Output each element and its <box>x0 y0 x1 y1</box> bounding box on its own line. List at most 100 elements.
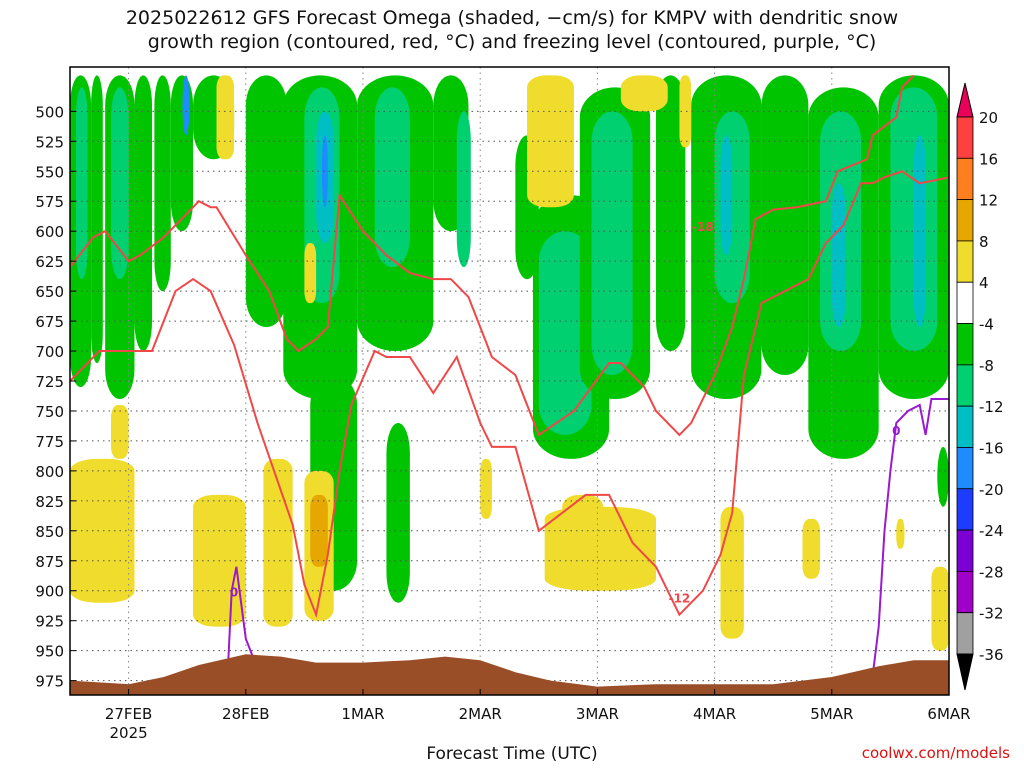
colorbar-segment <box>956 612 974 655</box>
omega-ascent-region <box>591 111 633 376</box>
colorbar-label: -24 <box>979 522 1004 540</box>
title-line-2: growth region (contoured, red, °C) and f… <box>147 31 877 53</box>
colorbar-segment <box>956 488 974 531</box>
y-tick-label: 975 <box>35 673 64 691</box>
colorbar-segment <box>956 240 974 283</box>
omega-ascent-region <box>134 75 153 352</box>
dendritic-contour-line <box>70 170 949 619</box>
freezing-level-label: 0 <box>892 424 900 438</box>
y-tick-label: 625 <box>35 253 64 271</box>
x-axis-title: Forecast Time (UTC) <box>426 744 598 764</box>
omega-descent-region <box>304 243 317 304</box>
y-tick-label: 775 <box>35 433 64 451</box>
colorbar-label: 8 <box>979 233 989 251</box>
omega-ascent-region <box>75 87 88 280</box>
y-tick-label: 925 <box>35 613 64 631</box>
y-tick-label: 875 <box>35 553 64 571</box>
y-tick-label: 850 <box>35 523 64 541</box>
y-tick-label: 675 <box>35 313 64 331</box>
omega-descent-region <box>896 518 905 549</box>
omega-descent-region <box>679 75 692 148</box>
y-tick-label: 525 <box>35 133 64 151</box>
credit-link[interactable]: coolwx.com/models <box>861 744 1010 762</box>
omega-ascent-region <box>761 75 809 376</box>
freezing-level-label: 0 <box>230 586 238 600</box>
colorbar-segment <box>956 157 974 201</box>
omega-ascent-region <box>831 183 846 328</box>
omega-ascent-region <box>538 231 592 435</box>
colorbar-label: -8 <box>979 357 994 375</box>
freezing-level-contour <box>871 398 949 675</box>
dendritic-contour-line <box>70 74 915 437</box>
x-tick-label: 5MAR <box>810 705 853 723</box>
y-tick-label: 575 <box>35 193 64 211</box>
colorbar-label: -32 <box>979 605 1004 623</box>
omega-ascent-region <box>245 75 287 328</box>
y-tick-label: 500 <box>35 103 64 121</box>
x-tick-label: 4MAR <box>693 705 736 723</box>
omega-ascent-region <box>456 111 471 268</box>
colorbar-label: -20 <box>979 481 1004 499</box>
omega-ascent-region <box>656 75 686 352</box>
x-tick-label: 2MAR <box>459 705 502 723</box>
colorbar-segment <box>956 405 974 448</box>
x-tick-label: 28FEB <box>222 705 269 723</box>
freezing-level-contour <box>227 566 259 669</box>
y-tick-label: 725 <box>35 373 64 391</box>
omega-ascent-region <box>321 135 328 208</box>
colorbar-segment <box>956 570 974 614</box>
colorbar-segment <box>956 116 974 159</box>
y-tick-label: 750 <box>35 403 64 421</box>
y-tick-label: 900 <box>35 583 64 601</box>
colorbar-label: 16 <box>979 150 998 168</box>
x-tick-label: 27FEB <box>105 705 152 723</box>
title-line-1: 2025022612 GFS Forecast Omega (shaded, −… <box>125 7 899 29</box>
colorbar-label: -4 <box>979 316 994 334</box>
colorbar-label: -12 <box>979 398 1004 416</box>
omega-ascent-region <box>720 135 733 256</box>
omega-descent-region <box>620 75 668 112</box>
y-tick-label: 650 <box>35 283 64 301</box>
colorbar-segment <box>956 529 974 572</box>
colorbar-bottom-arrow <box>956 653 974 691</box>
colorbar-label: 12 <box>979 192 998 210</box>
omega-ascent-region <box>154 75 171 292</box>
plot-area: -18 -12 0 0 <box>70 67 949 695</box>
omega-descent-region <box>111 404 129 459</box>
omega-descent-region <box>216 75 235 160</box>
omega-ascent-region <box>170 75 194 232</box>
colorbar-segment <box>956 323 974 366</box>
colorbar-label: 4 <box>979 274 989 292</box>
dendritic-contour-label: -18 <box>692 220 714 234</box>
y-tick-label: 950 <box>35 643 64 661</box>
omega-ascent-region <box>182 75 190 136</box>
x-tick-label: 1MAR <box>341 705 384 723</box>
colorbar-label: 20 <box>979 109 998 127</box>
omega-descent-region <box>70 458 135 603</box>
y-tick-label: 600 <box>35 223 64 241</box>
omega-ascent-region <box>91 75 103 364</box>
x-tick-label: 3MAR <box>576 705 619 723</box>
omega-descent-region <box>310 494 328 567</box>
colorbar-segment <box>956 447 974 490</box>
colorbar-segment <box>956 364 974 407</box>
omega-descent-region <box>931 566 949 651</box>
omega-descent-region <box>480 458 492 519</box>
colorbar-label: -28 <box>979 563 1004 581</box>
terrain-surface <box>70 654 949 695</box>
omega-descent-region <box>720 506 744 639</box>
omega-ascent-region <box>386 422 410 603</box>
y-tick-label: 825 <box>35 493 64 511</box>
omega-descent-region <box>527 75 574 208</box>
y-tick-label: 800 <box>35 463 64 481</box>
y-tick-label: 550 <box>35 163 64 181</box>
omega-ascent-region <box>937 446 949 507</box>
colorbar-segment <box>956 281 974 324</box>
colorbar-label: -36 <box>979 646 1004 664</box>
x-tick-year-label: 2025 <box>110 724 148 742</box>
x-tick-label: 6MAR <box>927 705 970 723</box>
colorbar-top-arrow <box>956 82 974 118</box>
y-tick-label: 700 <box>35 343 64 361</box>
omega-ascent-region <box>374 87 410 268</box>
